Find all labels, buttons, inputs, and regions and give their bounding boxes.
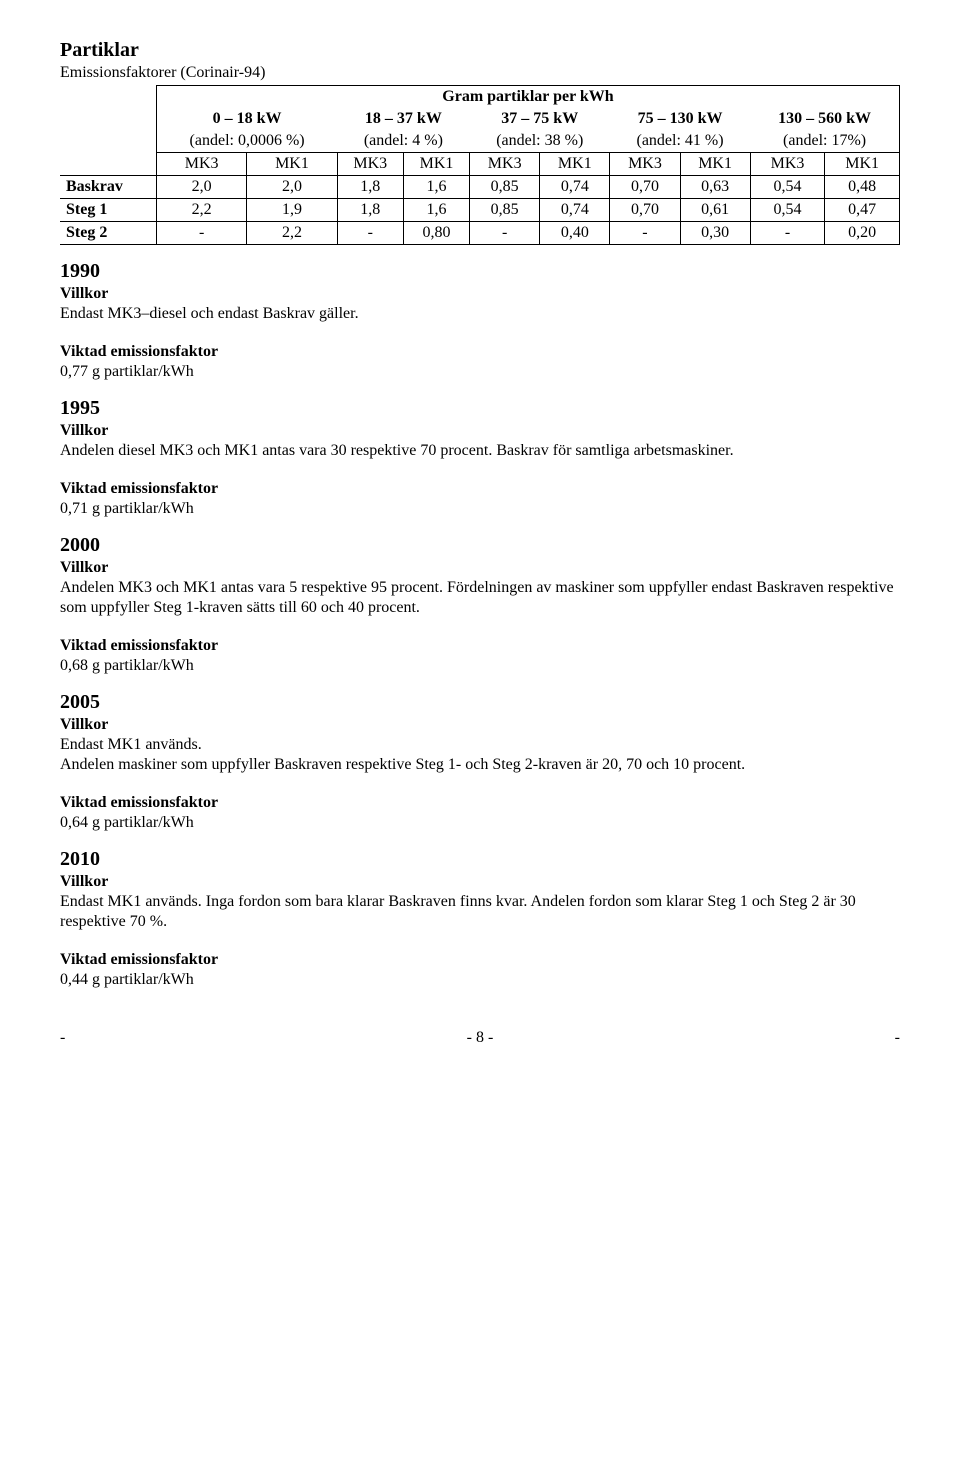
row-label-0: Baskrav xyxy=(60,176,157,199)
villkor-text-1995: Andelen diesel MK3 och MK1 antas vara 30… xyxy=(60,441,900,461)
year-1990: 1990 xyxy=(60,259,900,284)
table-caption: Gram partiklar per kWh xyxy=(157,86,900,109)
vef-heading-2005: Viktad emissionsfaktor xyxy=(60,793,900,813)
table-row: Steg 2 - 2,2 - 0,80 - 0,40 - 0,30 - 0,20 xyxy=(60,222,900,245)
emissions-heading: Emissionsfaktorer (Corinair-94) xyxy=(60,63,900,83)
table-caption-row: Gram partiklar per kWh xyxy=(60,86,900,109)
villkor-text-2010: Endast MK1 används. Inga fordon som bara… xyxy=(60,892,900,932)
subcol-0: MK3 xyxy=(157,153,247,176)
subcol-5: MK1 xyxy=(540,153,610,176)
vef-heading-2000: Viktad emissionsfaktor xyxy=(60,636,900,656)
villkor-heading-1990: Villkor xyxy=(60,284,900,304)
subcol-1: MK1 xyxy=(247,153,337,176)
vef-heading-2010: Viktad emissionsfaktor xyxy=(60,950,900,970)
vef-heading-1995: Viktad emissionsfaktor xyxy=(60,479,900,499)
table-row: Baskrav 2,0 2,0 1,8 1,6 0,85 0,74 0,70 0… xyxy=(60,176,900,199)
vef-heading-1990: Viktad emissionsfaktor xyxy=(60,342,900,362)
subcol-3: MK1 xyxy=(403,153,469,176)
footer-page-number: - 8 - xyxy=(467,1029,494,1046)
year-2010: 2010 xyxy=(60,847,900,872)
col-share-0: (andel: 0,0006 %) xyxy=(157,130,338,153)
subcol-4: MK3 xyxy=(470,153,540,176)
year-1995: 1995 xyxy=(60,396,900,421)
page-footer: - - 8 - - xyxy=(60,1028,900,1048)
col-range-2: 37 – 75 kW xyxy=(470,108,610,130)
table-range-row: 0 – 18 kW 18 – 37 kW 37 – 75 kW 75 – 130… xyxy=(60,108,900,130)
emissions-table: Gram partiklar per kWh 0 – 18 kW 18 – 37… xyxy=(60,85,900,245)
col-range-1: 18 – 37 kW xyxy=(337,108,469,130)
col-share-4: (andel: 17%) xyxy=(750,130,899,153)
col-share-1: (andel: 4 %) xyxy=(337,130,469,153)
col-range-3: 75 – 130 kW xyxy=(610,108,750,130)
row-label-1: Steg 1 xyxy=(60,199,157,222)
col-share-2: (andel: 38 %) xyxy=(470,130,610,153)
villkor-heading-1995: Villkor xyxy=(60,421,900,441)
vef-text-1990: 0,77 g partiklar/kWh xyxy=(60,362,900,382)
vef-text-2005: 0,64 g partiklar/kWh xyxy=(60,813,900,833)
subcol-2: MK3 xyxy=(337,153,403,176)
col-range-4: 130 – 560 kW xyxy=(750,108,899,130)
table-row: Steg 1 2,2 1,9 1,8 1,6 0,85 0,74 0,70 0,… xyxy=(60,199,900,222)
subcol-6: MK3 xyxy=(610,153,680,176)
year-2005: 2005 xyxy=(60,690,900,715)
col-range-0: 0 – 18 kW xyxy=(157,108,338,130)
col-share-3: (andel: 41 %) xyxy=(610,130,750,153)
row-label-2: Steg 2 xyxy=(60,222,157,245)
table-share-row: (andel: 0,0006 %) (andel: 4 %) (andel: 3… xyxy=(60,130,900,153)
subcol-7: MK1 xyxy=(680,153,750,176)
page-title: Partiklar xyxy=(60,38,900,63)
footer-left: - xyxy=(60,1028,65,1048)
villkor-text-1990: Endast MK3–diesel och endast Baskrav gäl… xyxy=(60,304,900,324)
subcol-8: MK3 xyxy=(750,153,825,176)
villkor-heading-2010: Villkor xyxy=(60,872,900,892)
vef-text-2000: 0,68 g partiklar/kWh xyxy=(60,656,900,676)
villkor-text-2005b: Andelen maskiner som uppfyller Baskraven… xyxy=(60,755,900,775)
footer-right: - xyxy=(895,1028,900,1048)
subcol-9: MK1 xyxy=(825,153,900,176)
villkor-text-2005a: Endast MK1 används. xyxy=(60,735,900,755)
table-subcol-row: MK3 MK1 MK3 MK1 MK3 MK1 MK3 MK1 MK3 MK1 xyxy=(60,153,900,176)
vef-text-1995: 0,71 g partiklar/kWh xyxy=(60,499,900,519)
villkor-text-2000: Andelen MK3 och MK1 antas vara 5 respekt… xyxy=(60,578,900,618)
villkor-heading-2005: Villkor xyxy=(60,715,900,735)
vef-text-2010: 0,44 g partiklar/kWh xyxy=(60,970,900,990)
villkor-heading-2000: Villkor xyxy=(60,558,900,578)
year-2000: 2000 xyxy=(60,533,900,558)
